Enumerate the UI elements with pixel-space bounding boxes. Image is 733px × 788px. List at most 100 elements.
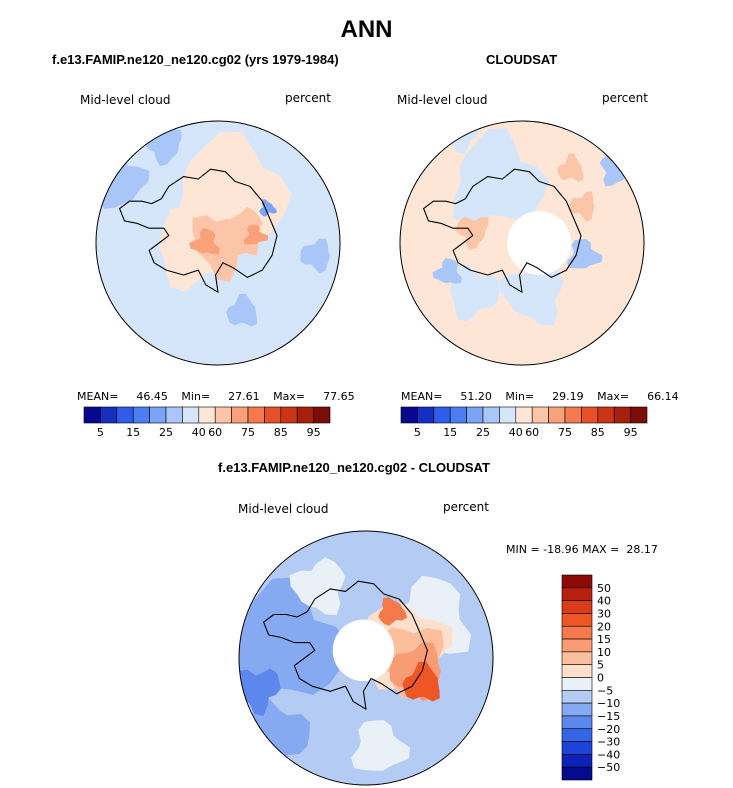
panel3-colorbar-swatch-11	[561, 715, 593, 730]
panel1-colorbar-tick-label-2: 25	[159, 426, 173, 439]
panel1-colorbar-swatch-12	[280, 406, 298, 424]
panel1-colorbar-swatch-7	[198, 406, 216, 424]
panel2-colorbar-tick-label-2: 25	[476, 426, 490, 439]
panel2-colorbar-swatch-2	[433, 406, 451, 424]
panel3-colorbar-swatch-9	[561, 690, 593, 704]
panel2-colorbar-tick-label-1: 15	[443, 426, 457, 439]
panel3-colorbar-swatch-13	[561, 741, 593, 755]
map3-contour-0	[239, 577, 351, 701]
panel1-colorbar-swatch-2	[116, 406, 134, 424]
panel3-colorbar-swatch-1	[561, 587, 593, 601]
panel3-colorbar-tick-label-5: 10	[597, 646, 611, 659]
panel3-colorbar-tick-label-7: 0	[597, 672, 604, 685]
panel1-colorbar-tick-label-5: 75	[241, 426, 255, 439]
panel3-colorbar-tick-label-12: −30	[597, 736, 620, 749]
page-title: ANN	[340, 16, 393, 43]
map2-field	[400, 121, 644, 365]
map2-coastline	[423, 168, 582, 293]
panel1-min-value: 27.61	[228, 390, 260, 403]
map3-contour-5	[351, 720, 411, 771]
panel3-colorbar-tick-label-0: 50	[597, 582, 611, 595]
panel2-colorbar-tick-label-5: 75	[558, 426, 572, 439]
panel1-title: f.e13.FAMIP.ne120_ne120.cg02 (yrs 1979-1…	[52, 52, 339, 67]
panel1-colorbar-swatch-3	[132, 406, 150, 424]
panel3-colorbar-swatch-7	[561, 664, 593, 678]
map1-contour-8	[300, 238, 330, 274]
panel1-colorbar-swatch-14	[313, 406, 331, 424]
map2-contour-5	[567, 239, 603, 269]
panel3-colorbar-tick-label-8: −5	[597, 684, 613, 697]
panel2-colorbar-swatch-12	[597, 406, 615, 424]
panel1-colorbar-swatch-0	[83, 406, 101, 424]
panel1-colorbar-swatch-11	[264, 406, 282, 424]
panel3-colorbar-tick-label-11: −20	[597, 723, 620, 736]
map3-contour-3	[289, 557, 346, 616]
panel2-mean-value: 51.20	[460, 390, 492, 403]
map2-missing-data-hole	[507, 211, 572, 275]
panel3-colorbar-swatch-15	[561, 766, 593, 781]
panel3-colorbar-swatch-6	[561, 651, 593, 665]
panel2-colorbar-swatch-9	[548, 406, 566, 424]
map3-boundary	[238, 530, 494, 786]
panel2-max-value: 66.14	[647, 390, 679, 403]
panel1-colorbar-tick-label-7: 95	[307, 426, 321, 439]
panel3-colorbar-swatch-8	[561, 677, 593, 691]
map3-field	[239, 531, 493, 785]
panel3-colorbar-swatch-10	[561, 702, 593, 717]
panel3-colorbar-tick-label-3: 20	[597, 620, 611, 633]
panel2-colorbar-swatch-7	[515, 406, 533, 424]
panel1-max-value: 77.65	[323, 390, 355, 403]
panel1-colorbar-swatch-9	[231, 406, 249, 424]
panel2-colorbar-swatch-1	[417, 406, 435, 424]
panel2-colorbar-swatch-5	[482, 406, 500, 424]
panel3-colorbar-tick-label-2: 30	[597, 607, 611, 620]
panel1-colorbar-swatch-13	[296, 406, 314, 424]
panel1-colorbar-tick-label-6: 85	[274, 426, 288, 439]
map2-contour-8	[569, 191, 595, 222]
map2-contour-9	[557, 153, 584, 182]
panel2-title: CLOUDSAT	[486, 52, 558, 67]
map3-contour-10	[378, 597, 408, 626]
map3-coastline	[263, 580, 428, 710]
map1-contour-4	[189, 228, 220, 255]
panel2-colorbar-tick-label-3: 40	[509, 426, 523, 439]
panel1-stats: MEAN= 46.45 Min= 27.61 Max= 77.65	[77, 390, 355, 403]
panel1-mean-label: MEAN=	[77, 390, 119, 403]
panel1-colorbar-swatch-6	[182, 406, 200, 424]
map2-boundary	[399, 120, 645, 366]
panel1-colorbar-swatch-10	[247, 406, 265, 424]
panel3-colorbar-tick-label-1: 40	[597, 595, 611, 608]
panel1-colorbar-tick-label-3: 40	[192, 426, 206, 439]
panel3-colorbar-tick-label-14: −50	[597, 761, 620, 774]
panel2-stats: MEAN= 51.20 Min= 29.19 Max= 66.14	[401, 390, 679, 403]
map1-contour-5	[243, 224, 269, 245]
panel3-colorbar-swatch-12	[561, 728, 593, 742]
panel2-colorbar-tick-label-6: 85	[591, 426, 605, 439]
panel3-colorbar-tick-label-4: 15	[597, 633, 611, 646]
map3-contour-9	[402, 661, 440, 702]
panel3-colorbar-swatch-14	[561, 754, 593, 768]
panel1-colorbar-swatch-5	[165, 406, 183, 424]
panel2-min-value: 29.19	[552, 390, 584, 403]
panel1-map	[95, 120, 341, 366]
panel3-colorbar-tick-label-9: −10	[597, 697, 620, 710]
panel3-colorbar-tick-label-6: 5	[597, 659, 604, 672]
panel3-colorbar-swatch-3	[561, 613, 593, 627]
panel2-colorbar-swatch-6	[499, 406, 517, 424]
panel1-colorbar: 5 15 25 40 60 75 85 95	[83, 406, 331, 439]
panel2-colorbar-swatch-3	[449, 406, 467, 424]
panel3-colorbar-tick-label-10: −15	[597, 710, 620, 723]
panel1-colorbar-swatch-8	[214, 406, 232, 424]
panel2-variable-label: Mid-level cloud	[397, 93, 488, 107]
panel3-title: f.e13.FAMIP.ne120_ne120.cg02 - CLOUDSAT	[218, 460, 490, 475]
panel2-colorbar-swatch-13	[613, 406, 631, 424]
panel1-units-label: percent	[285, 91, 331, 105]
panel2-units-label: percent	[602, 91, 648, 105]
panel2-colorbar-swatch-0	[400, 406, 418, 424]
map2-contour-4	[432, 258, 462, 284]
map2-contour-3	[499, 258, 564, 326]
panel2-colorbar-swatch-4	[466, 406, 484, 424]
panel1-colorbar-tick-label-1: 15	[126, 426, 140, 439]
map1-contour-9	[226, 293, 257, 327]
